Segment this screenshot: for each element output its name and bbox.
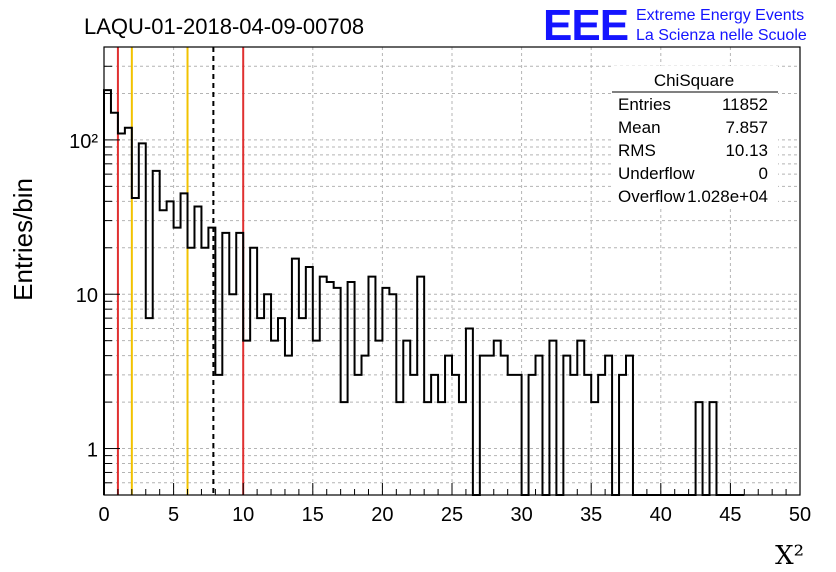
stats-label: Overflow [618,187,686,206]
eee-logo-mark: EEE [543,1,628,50]
histogram [103,89,745,496]
stats-rows: Entries 11852 Mean 7.857 RMS 10.13 Underflow 0 O… [618,95,768,206]
y-tick-label: 1 [87,440,98,462]
x-tick-label: 30 [510,504,532,526]
histogram-outline [103,89,745,496]
x-tick-label: 5 [168,504,179,526]
stats-value: 11852 [722,95,768,114]
stats-value: 1.028e+04 [687,187,768,206]
stats-label: RMS [618,141,656,160]
stats-value: 7.857 [725,118,768,137]
eee-logo-line2: La Scienza nelle Scuole [636,27,807,44]
stats-box: ChiSquare Entries 11852 Mean 7.857 RMS 10.13 U… [612,66,778,206]
stats-label: Underflow [618,164,695,183]
x-tick-labels: 0 5 10 15 20 25 30 35 40 45 50 [98,504,811,526]
y-axis-title: Entries/bin [8,178,38,301]
x-tick-label: 10 [232,504,254,526]
x-tick-label: 25 [441,504,463,526]
stats-label: Mean [618,118,661,137]
y-tick-label: 10² [69,131,98,153]
stats-value: 0 [759,164,768,183]
x-tick-label: 20 [371,504,393,526]
stats-value: 10.13 [725,141,768,160]
x-tick-label: 45 [719,504,741,526]
axis-ticks [103,46,801,496]
x-tick-label: 15 [302,504,324,526]
stats-title: ChiSquare [654,71,734,90]
chart-title: LAQU-01-2018-04-09-00708 [84,14,364,39]
x-tick-label: 40 [650,504,672,526]
eee-logo-line1: Extreme Energy Events [636,7,804,24]
stats-box-background [612,66,778,206]
y-tick-label: 10 [76,285,98,307]
eee-logo: EEE Extreme Energy Events La Scienza nel… [543,1,807,50]
x-tick-label: 35 [580,504,602,526]
x-tick-label: 50 [789,504,811,526]
stats-label: Entries [618,95,671,114]
y-tick-labels: 1 10 10² [69,131,98,462]
x-tick-label: 0 [98,504,109,526]
x-axis-title: X² [775,541,804,571]
